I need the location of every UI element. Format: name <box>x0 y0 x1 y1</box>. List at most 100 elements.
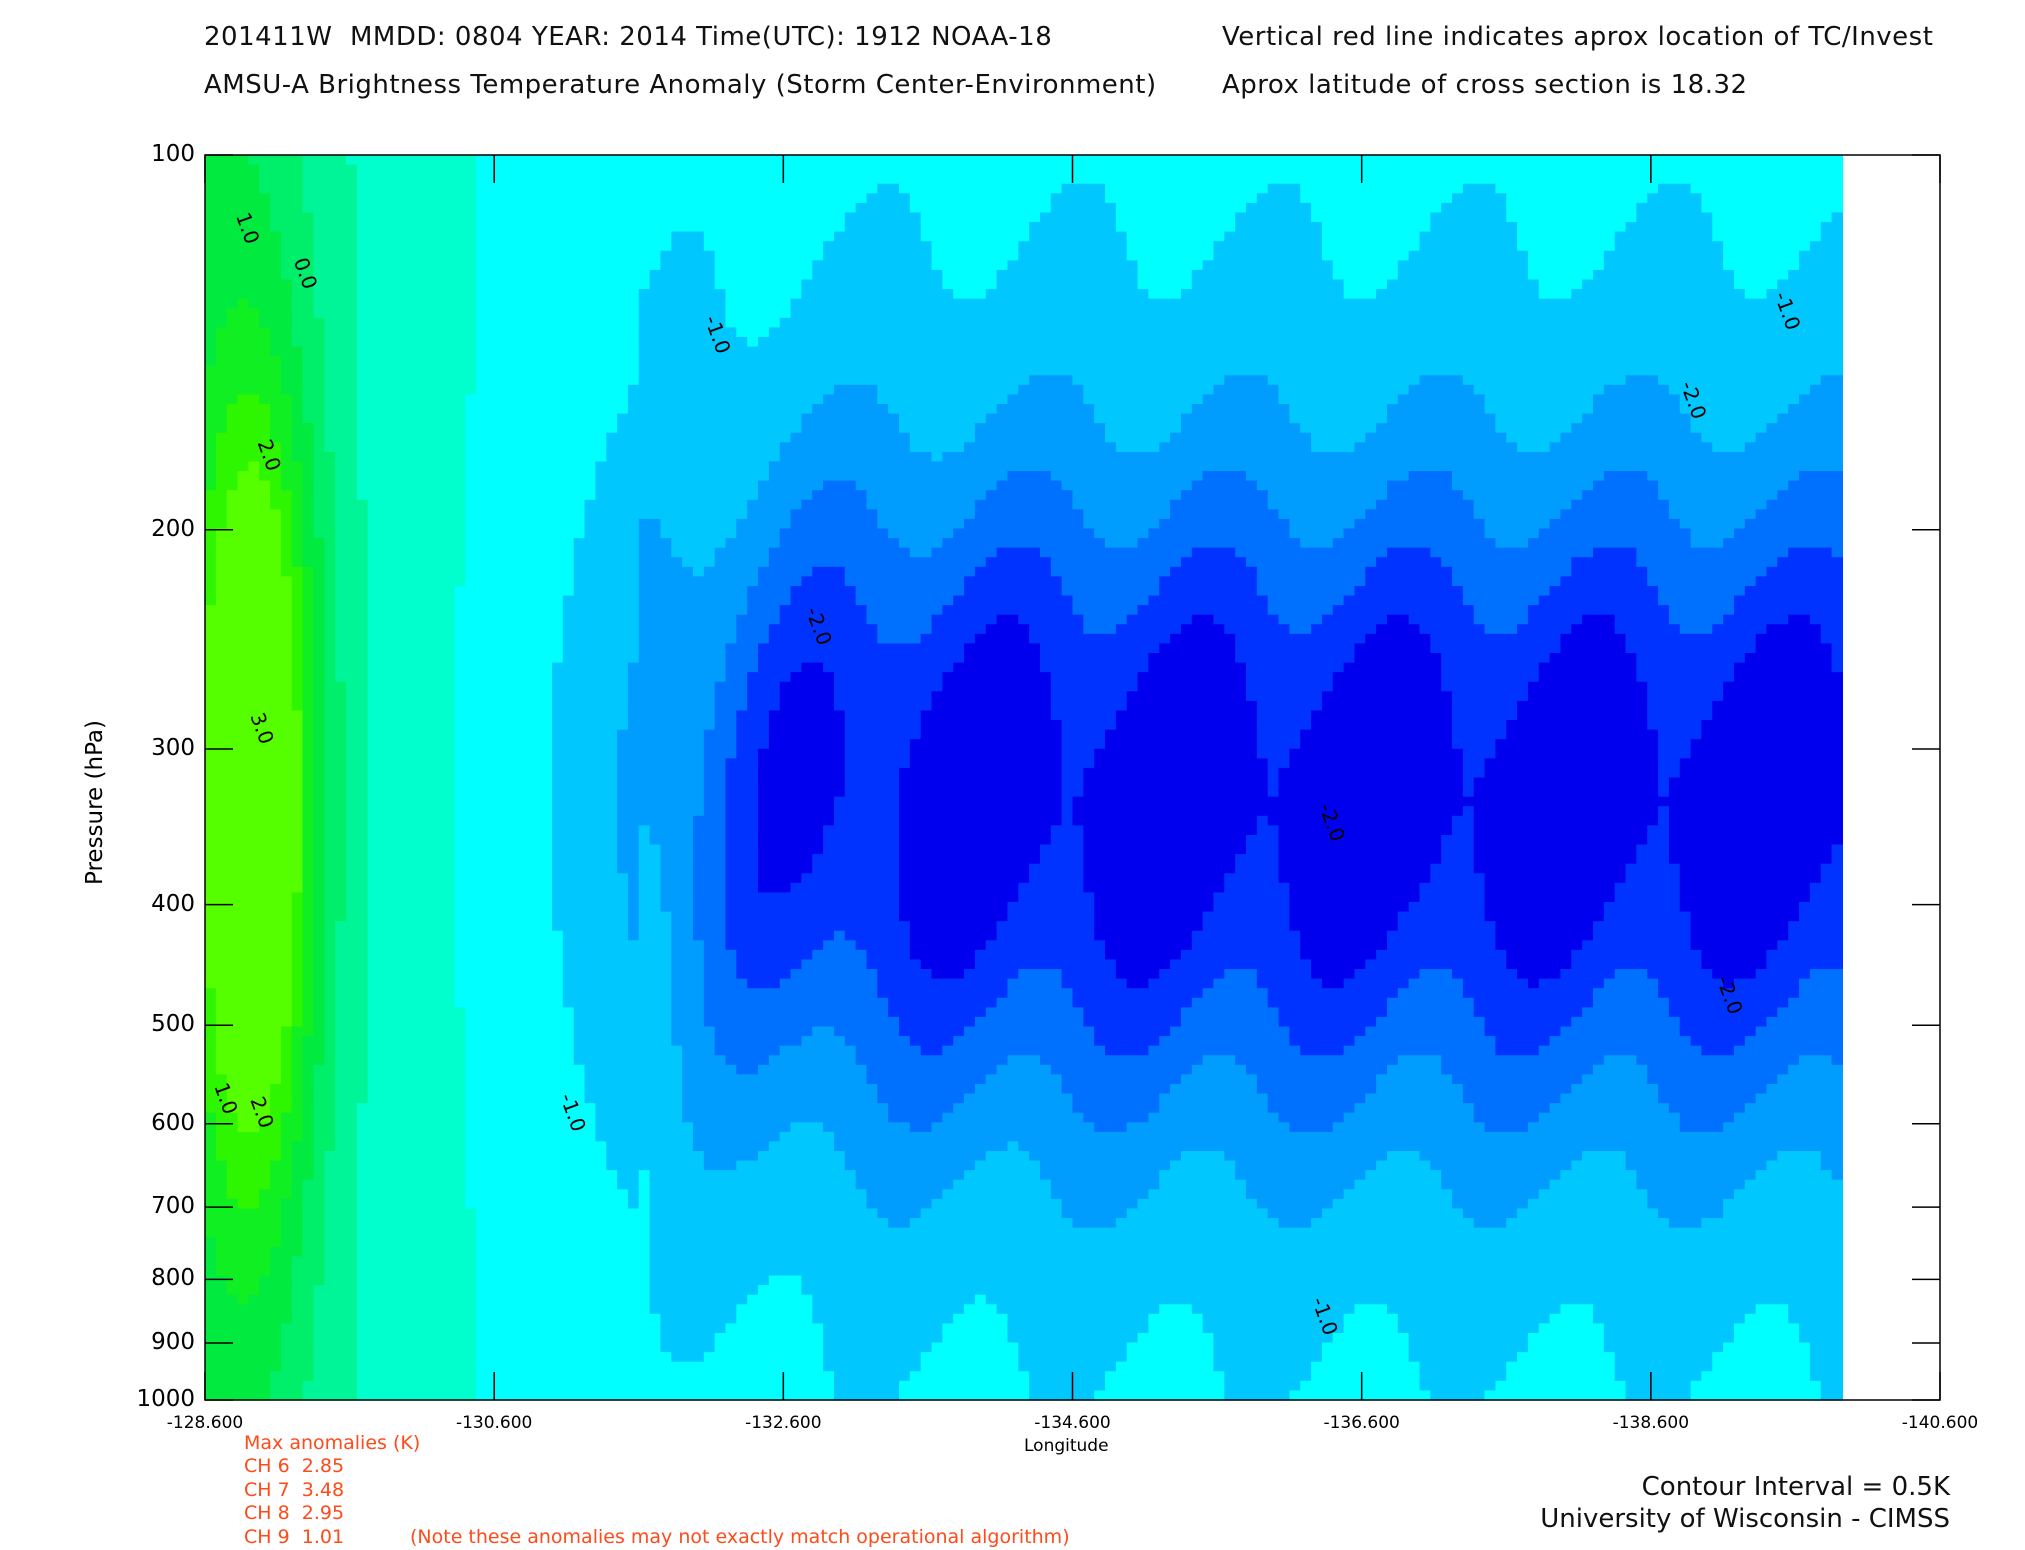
contour-band-cell <box>1397 1055 1442 1066</box>
contour-band-cell <box>1115 1361 1215 1372</box>
contour-band-cell <box>302 739 315 750</box>
contour-band-cell <box>1484 624 1518 635</box>
contour-band-cell <box>302 595 315 606</box>
contour-band-cell <box>1007 260 1139 271</box>
contour-band-cell <box>1506 1371 1616 1382</box>
contour-band-cell <box>205 164 260 175</box>
contour-band-cell <box>356 404 466 415</box>
contour-band-cell <box>356 1332 477 1344</box>
contour-band-cell <box>703 978 748 989</box>
contour-band-cell <box>627 911 640 922</box>
contour-band-cell <box>1018 1141 1844 1152</box>
contour-band-cell <box>866 1064 998 1075</box>
contour-band-cell <box>1213 978 1258 989</box>
contour-band-cell <box>1126 1122 1290 1133</box>
contour-band-cell <box>931 969 965 980</box>
contour-band-cell <box>454 806 553 817</box>
contour-band-cell <box>205 729 304 740</box>
contour-band-cell <box>1105 538 1139 549</box>
contour-band-cell <box>844 787 900 798</box>
contour-band-cell <box>1625 873 1681 884</box>
contour-band-cell <box>1712 1361 1811 1372</box>
contour-band-cell <box>1039 643 1160 654</box>
contour-band-cell <box>1386 413 1497 424</box>
contour-band-cell <box>942 672 1052 683</box>
contour-band-cell <box>985 413 1095 424</box>
contour-band-cell <box>367 566 466 577</box>
contour-band-cell <box>627 662 727 673</box>
contour-band-cell <box>476 1256 651 1267</box>
contour-band-cell <box>465 1160 607 1171</box>
contour-band-cell <box>237 1112 271 1123</box>
contour-band-cell <box>335 643 369 654</box>
contour-band-cell <box>454 825 553 836</box>
contour-band-cell <box>205 461 217 472</box>
contour-band-cell <box>465 576 575 587</box>
contour-band-cell <box>1246 1179 1356 1190</box>
contour-band-cell <box>617 767 705 779</box>
contour-band-cell <box>313 1332 358 1344</box>
contour-band-cell <box>1527 605 1670 616</box>
contour-band-cell <box>313 672 325 683</box>
contour-band-cell <box>302 346 325 357</box>
contour-band-cell <box>1180 949 1301 961</box>
contour-band-cell <box>1733 1323 1800 1334</box>
contour-band-cell <box>1235 653 1356 664</box>
contour-band-cell <box>1744 1036 1843 1047</box>
contour-band-cell <box>1180 423 1301 434</box>
contour-band-cell <box>205 739 304 750</box>
contour-band-cell <box>562 614 640 625</box>
contour-band-cell <box>1050 825 1084 836</box>
contour-band-cell <box>1506 1361 1616 1372</box>
contour-band-cell <box>823 834 900 846</box>
contour-band-cell <box>367 1007 466 1018</box>
contour-band-cell <box>888 1218 911 1229</box>
contour-band-cell <box>1235 643 1356 654</box>
contour-band-cell <box>1452 720 1507 731</box>
contour-band-cell <box>552 902 629 913</box>
contour-band-cell <box>823 1342 933 1353</box>
contour-band-cell <box>1658 1208 1724 1219</box>
contour-band-cell <box>302 1189 325 1200</box>
contour-band-cell <box>562 624 640 635</box>
contour-band-cell <box>844 566 976 577</box>
contour-band-cell <box>215 1237 282 1248</box>
contour-band-cell <box>1788 1064 1844 1075</box>
contour-band-cell <box>291 538 304 549</box>
contour-band-cell <box>313 1352 358 1363</box>
contour-band-cell <box>324 1179 358 1190</box>
contour-band-cell <box>280 538 293 549</box>
contour-band-cell <box>1690 528 1735 539</box>
contour-band-cell <box>465 538 575 549</box>
contour-band-cell <box>291 653 304 664</box>
contour-band-cell <box>790 595 857 606</box>
contour-band-cell <box>682 1045 716 1056</box>
contour-band-cell <box>205 327 217 338</box>
contour-band-cell <box>758 863 813 874</box>
contour-band-cell <box>367 662 456 673</box>
contour-band-cell <box>215 1055 282 1066</box>
contour-band-cell <box>595 490 759 501</box>
contour-band-cell <box>1506 1218 1670 1229</box>
contour-band-cell <box>1647 566 1768 577</box>
contour-band-cell <box>703 1007 889 1018</box>
contour-band-cell <box>1343 1313 1399 1324</box>
contour-band-cell <box>1560 1026 1681 1037</box>
contour-band-cell <box>562 605 640 616</box>
contour-band-cell <box>476 336 640 348</box>
contour-band-cell <box>1441 1055 1605 1066</box>
contour-band-cell <box>324 1198 358 1210</box>
contour-band-cell <box>313 595 325 606</box>
contour-band-cell <box>205 538 217 549</box>
contour-band-cell <box>291 892 304 903</box>
contour-band-cell <box>345 758 369 769</box>
contour-band-cell <box>302 681 315 692</box>
contour-band-cell <box>1202 394 1280 405</box>
contour-band-cell <box>1321 231 1421 242</box>
contour-band-cell <box>1083 624 1117 635</box>
contour-band-cell <box>1029 863 1084 874</box>
contour-band-cell <box>291 451 315 463</box>
contour-band-cell <box>1159 1103 1269 1114</box>
contour-band-cell <box>931 547 998 558</box>
contour-band-cell <box>465 461 596 472</box>
